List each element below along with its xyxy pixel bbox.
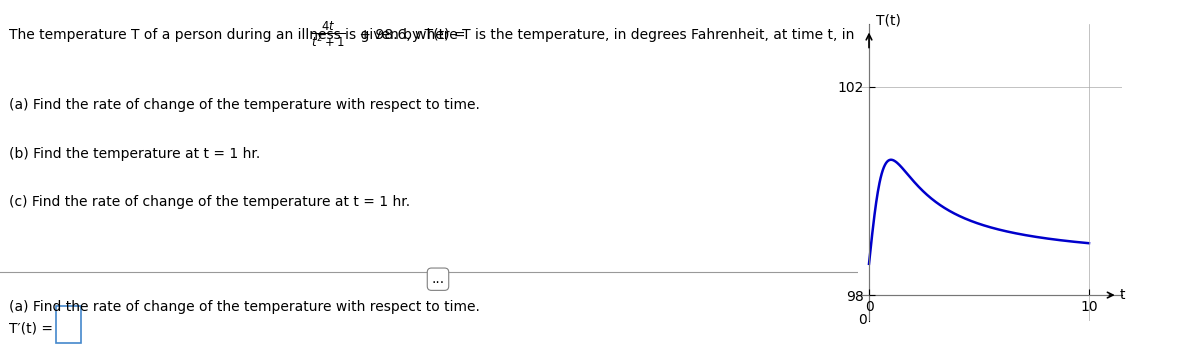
Text: (a) Find the rate of change of the temperature with respect to time.: (a) Find the rate of change of the tempe… — [8, 300, 480, 314]
Text: The temperature T of a person during an illness is given by T(t) =: The temperature T of a person during an … — [8, 28, 469, 42]
Text: t: t — [1120, 288, 1126, 302]
Text: ...: ... — [432, 272, 444, 286]
Text: $\frac{4t}{t^2+1}$: $\frac{4t}{t^2+1}$ — [311, 19, 346, 49]
Text: (b) Find the temperature at t = 1 hr.: (b) Find the temperature at t = 1 hr. — [8, 147, 260, 161]
FancyBboxPatch shape — [56, 306, 82, 343]
Text: (a) Find the rate of change of the temperature with respect to time.: (a) Find the rate of change of the tempe… — [8, 98, 480, 112]
Text: + 98.6, where T is the temperature, in degrees Fahrenheit, at time t, in hours.: + 98.6, where T is the temperature, in d… — [355, 28, 901, 42]
Text: T(t): T(t) — [876, 13, 900, 27]
Text: (c) Find the rate of change of the temperature at t = 1 hr.: (c) Find the rate of change of the tempe… — [8, 195, 410, 209]
Text: T′(t) =: T′(t) = — [8, 321, 53, 335]
Text: 0: 0 — [858, 313, 866, 327]
